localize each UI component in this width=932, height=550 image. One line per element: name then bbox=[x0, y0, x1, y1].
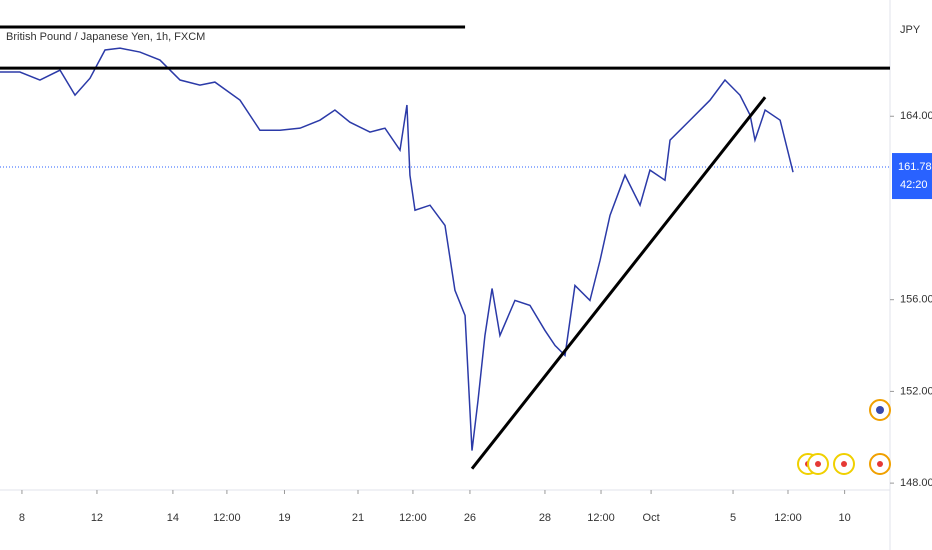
x-tick-label: 14 bbox=[167, 512, 179, 524]
currency: JPY bbox=[900, 24, 921, 36]
x-tick-label: 12 bbox=[91, 512, 103, 524]
price-tag bbox=[892, 153, 932, 200]
x-tick-label: 19 bbox=[278, 512, 290, 524]
y-tick-label: 152.000 bbox=[900, 385, 932, 397]
x-tick-label: 26 bbox=[464, 512, 476, 524]
x-tick-label: 10 bbox=[838, 512, 850, 524]
x-tick-label: 8 bbox=[19, 512, 25, 524]
x-tick-label: 28 bbox=[539, 512, 551, 524]
y-tick-label: 156.000 bbox=[900, 294, 932, 306]
y-tick-label: 148.000 bbox=[900, 477, 932, 489]
chart-title: British Pound / Japanese Yen, 1h, FXCM bbox=[6, 31, 205, 43]
x-tick-label: 5 bbox=[730, 512, 736, 524]
x-tick-label: 12:00 bbox=[774, 512, 802, 524]
x-tick-label: 12:00 bbox=[213, 512, 241, 524]
x-tick-label: 12:00 bbox=[399, 512, 427, 524]
drawn-line bbox=[470, 96, 767, 470]
price-line bbox=[0, 47, 794, 451]
countdown: 42:20 bbox=[900, 179, 928, 191]
x-tick-label: 12:00 bbox=[587, 512, 615, 524]
event-icons bbox=[797, 399, 891, 475]
last-price-label: 161.785 bbox=[898, 161, 932, 173]
x-tick-label: 21 bbox=[352, 512, 364, 524]
x-tick-label: Oct bbox=[643, 512, 660, 524]
y-tick-label: 164.000 bbox=[900, 110, 932, 122]
